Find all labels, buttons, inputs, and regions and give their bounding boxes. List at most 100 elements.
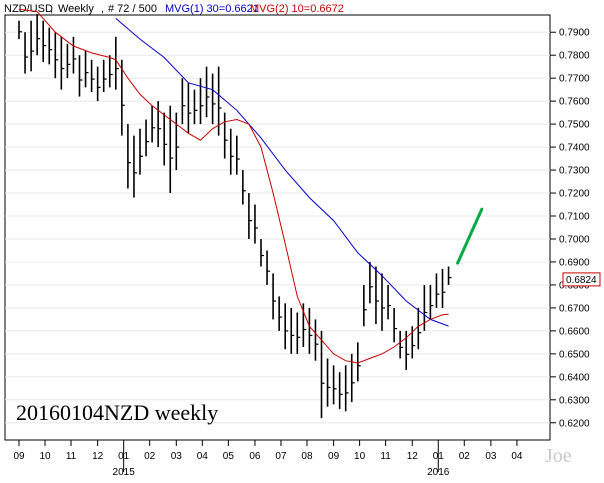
x-axis: 09 10 11 12 01 02 03 04 05 06 07 08 09 10 11 12 01 02 03 04… (13, 440, 523, 478)
x-tick-label: 03 (485, 451, 497, 462)
ohlc-bar (338, 372, 343, 409)
ohlc-bar (314, 319, 319, 361)
year-label: 2016 (427, 467, 450, 478)
x-tick-label: 11 (380, 451, 391, 462)
ohlc-bar (96, 66, 101, 102)
ohlc-bar (145, 119, 150, 157)
x-tick-label: 10 (354, 451, 366, 462)
x-tick-label: 11 (66, 451, 77, 462)
ohlc-bar (84, 50, 89, 88)
x-tick-label: 07 (275, 451, 287, 462)
header-ma2-label: MVG(2) 10=0.6672 (250, 3, 344, 15)
ohlc-bars (18, 13, 452, 419)
ohlc-bar (272, 273, 277, 320)
ma-line (18, 8, 449, 364)
ohlc-bar (181, 78, 186, 125)
ohlc-bar (115, 36, 119, 90)
ohlc-bar (266, 250, 271, 285)
moving-averages (18, 8, 449, 364)
x-tick-label: 04 (511, 451, 523, 462)
y-tick-label: 0.6200 (559, 418, 590, 429)
ohlc-bar (363, 284, 367, 327)
y-tick-label: 0.7700 (559, 74, 590, 85)
ohlc-bar (278, 296, 283, 331)
ohlc-bar (447, 266, 452, 285)
watermark-text: Joe (545, 445, 572, 467)
x-tick-label: 08 (301, 451, 313, 462)
ohlc-bar (356, 342, 361, 382)
ohlc-bar (393, 307, 398, 343)
x-tick-label: 06 (249, 451, 261, 462)
x-tick-label: 02 (459, 451, 471, 462)
ohlc-bar (441, 268, 446, 308)
ohlc-bar (381, 273, 385, 331)
y-tick-label: 0.7300 (559, 166, 590, 177)
x-tick-label: 05 (223, 451, 235, 462)
ohlc-bar (193, 89, 198, 125)
ohlc-bar (54, 32, 59, 79)
ohlc-bar (205, 66, 210, 118)
ohlc-bar (121, 59, 125, 136)
y-tick-label: 0.6600 (559, 326, 590, 337)
header-ma1-label: MVG(1) 30=0.6621 (165, 3, 259, 15)
ohlc-bar (108, 55, 113, 88)
ohlc-bar (435, 273, 440, 308)
projection-line (456, 207, 484, 265)
ohlc-bar (223, 112, 228, 159)
ohlc-bar (66, 43, 71, 79)
header-period: Weekly (58, 3, 94, 15)
ohlc-bar (42, 20, 47, 63)
ohlc-bar (157, 101, 162, 148)
y-tick-label: 0.6700 (559, 303, 590, 314)
chart-annotation: 20160104NZD weekly (16, 400, 218, 425)
ohlc-bar (326, 358, 331, 407)
x-tick-label: 02 (144, 451, 156, 462)
ohlc-bar (236, 135, 240, 175)
last-price-box (562, 272, 601, 287)
header-separator: , (50, 3, 53, 15)
header-symbol: NZD/USD (4, 3, 53, 15)
ohlc-bar (48, 27, 53, 65)
y-axis: 0.62000.63000.64000.65000.66000.67000.68… (550, 28, 590, 429)
y-tick-label: 0.6500 (559, 349, 590, 360)
x-tick-label: 03 (171, 451, 183, 462)
x-tick-label: 10 (39, 451, 51, 462)
y-tick-label: 0.6300 (559, 395, 590, 406)
ohlc-bar (90, 59, 95, 92)
ohlc-bar (217, 66, 222, 136)
ohlc-bar (127, 124, 131, 189)
year-label: 2015 (113, 467, 136, 478)
y-tick-label: 0.7400 (559, 143, 590, 154)
ohlc-bar (30, 20, 35, 72)
ohlc-bar (290, 307, 295, 354)
ohlc-bar (344, 365, 349, 412)
ohlc-bar (417, 307, 422, 350)
ohlc-bar (102, 59, 107, 92)
ohlc-bar (24, 32, 29, 74)
ohlc-bar (242, 170, 246, 205)
y-tick-label: 0.7500 (559, 120, 590, 131)
ohlc-bar (296, 312, 301, 354)
ohlc-bar (60, 36, 65, 90)
ohlc-bar (248, 193, 252, 239)
x-tick-label: 09 (13, 451, 25, 462)
ohlc-bar (78, 55, 83, 97)
ohlc-bar (308, 307, 313, 354)
ohlc-bar (139, 128, 143, 175)
ohlc-bar (254, 204, 258, 244)
y-tick-label: 0.7800 (559, 51, 590, 62)
y-tick-label: 0.7200 (559, 189, 590, 200)
y-tick-label: 0.7600 (559, 97, 590, 108)
ohlc-bar (175, 112, 180, 171)
header-bar-count: # 72 / 500 (108, 3, 157, 15)
ohlc-bar (36, 13, 41, 56)
x-tick-label: 12 (407, 451, 419, 462)
ohlc-bar (399, 330, 404, 359)
ohlc-bar (72, 36, 77, 74)
ohlc-bar (375, 266, 379, 324)
ma-line (115, 18, 449, 327)
ohlc-bar (429, 284, 434, 320)
y-tick-label: 0.7900 (559, 28, 590, 39)
